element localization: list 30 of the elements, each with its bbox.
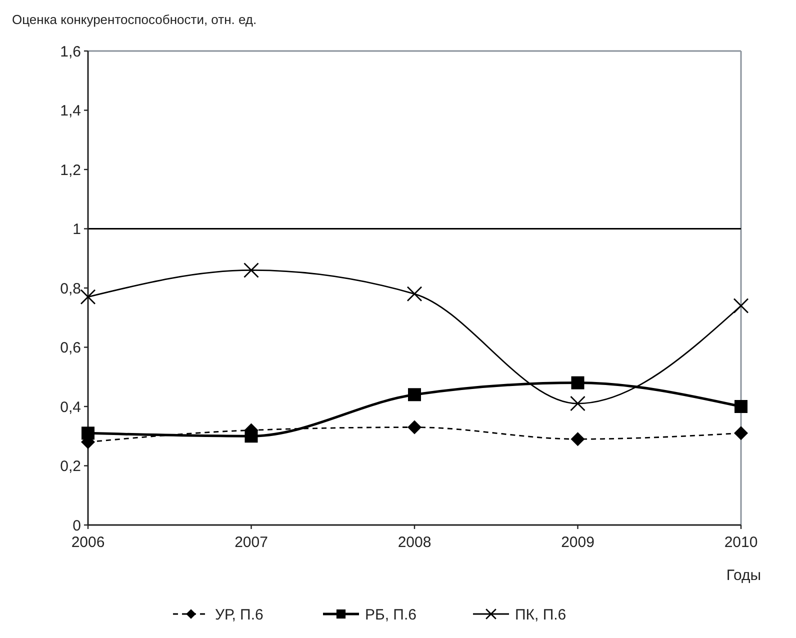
- y-tick-label: 1,6: [60, 43, 81, 60]
- point: [733, 298, 749, 314]
- point: [406, 286, 422, 302]
- y-tick-label: 0,6: [60, 340, 81, 356]
- x-tick-label: 2006: [71, 534, 105, 551]
- point: [734, 426, 748, 440]
- y-tick-label: 1: [72, 221, 81, 238]
- y-tick-label: 0,4: [60, 398, 81, 416]
- point: [571, 376, 584, 390]
- y-tick-label: 1,2: [60, 162, 81, 179]
- x-tick-label: 2010: [724, 534, 758, 551]
- point: [570, 396, 586, 412]
- x-tick-label: 2008: [398, 534, 432, 551]
- point: [408, 388, 421, 402]
- y-tick-label: 0,8: [60, 280, 81, 298]
- point: [244, 262, 259, 278]
- x-tick-label: 2007: [234, 534, 268, 551]
- x-axis-title: Годы: [726, 567, 761, 584]
- y-tick-label: 1,4: [60, 102, 81, 120]
- y-axis-title: Оценка конкурентоспособности, отн. ед.: [12, 12, 257, 27]
- point: [80, 289, 96, 305]
- legend-label: УР, П.6: [215, 606, 264, 624]
- legend-label: ПК, П.6: [515, 606, 566, 624]
- y-tick-label: 0: [72, 517, 81, 534]
- x-tick-label: 2009: [561, 534, 594, 551]
- y-tick-label: 0,2: [60, 458, 81, 475]
- point: [570, 432, 585, 446]
- point: [734, 400, 748, 413]
- point: [408, 420, 422, 434]
- legend-label: РБ, П.6: [365, 606, 416, 624]
